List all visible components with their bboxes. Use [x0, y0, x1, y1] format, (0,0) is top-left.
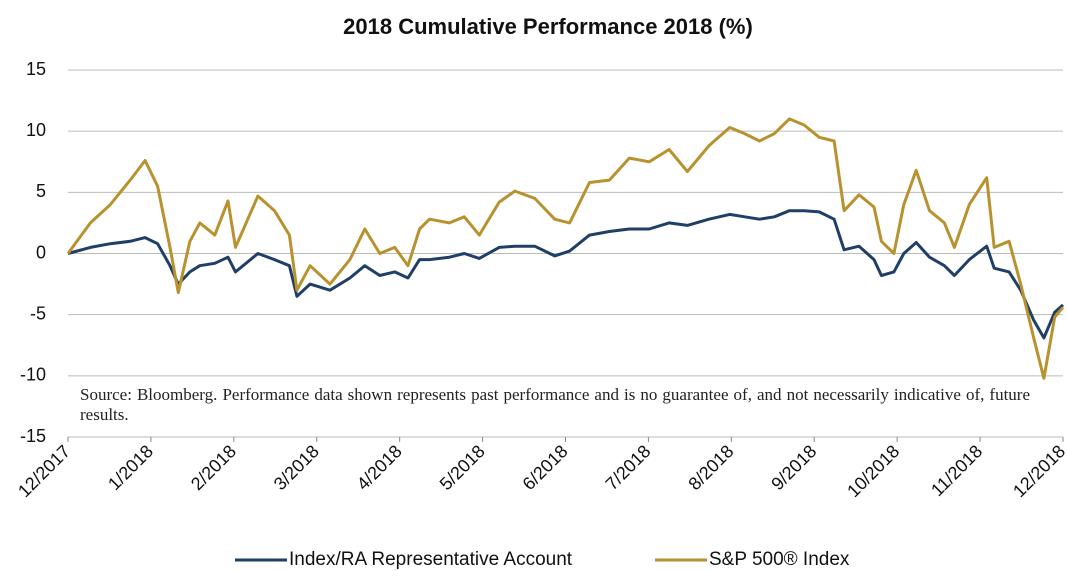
x-tick-label: 1/2018	[104, 441, 157, 494]
x-tick-label: 2/2018	[187, 441, 240, 494]
x-tick-label: 10/2018	[843, 441, 903, 501]
x-tick-label: 12/2018	[1009, 441, 1067, 501]
legend-label: Index/RA Representative Account	[289, 549, 573, 570]
x-tick-label: 11/2018	[927, 441, 986, 500]
y-tick-label: 5	[36, 181, 46, 201]
y-tick-label: 10	[26, 120, 46, 140]
chart-title: 2018 Cumulative Performance 2018 (%)	[343, 14, 753, 39]
y-tick-label: -10	[20, 365, 46, 385]
series-line	[67, 209, 1064, 340]
x-tick-label: 3/2018	[270, 441, 323, 494]
x-tick-label: 4/2018	[353, 441, 406, 494]
legend-label: S&P 500® Index	[709, 549, 850, 570]
x-tick-label: 9/2018	[767, 441, 820, 494]
x-tick-label: 6/2018	[519, 441, 572, 494]
annotation: Source: Bloomberg. Performance data show…	[76, 383, 1034, 427]
y-tick-label: -5	[30, 303, 46, 323]
y-tick-label: -15	[20, 426, 46, 446]
y-tick-label: 15	[26, 59, 46, 79]
series-line	[66, 117, 1065, 380]
x-tick-label: 8/2018	[684, 441, 737, 494]
x-tick-label: 7/2018	[602, 441, 655, 494]
y-tick-label: 0	[36, 242, 46, 262]
x-tick-label: 12/2017	[14, 441, 74, 501]
x-tick-label: 5/2018	[436, 441, 489, 494]
